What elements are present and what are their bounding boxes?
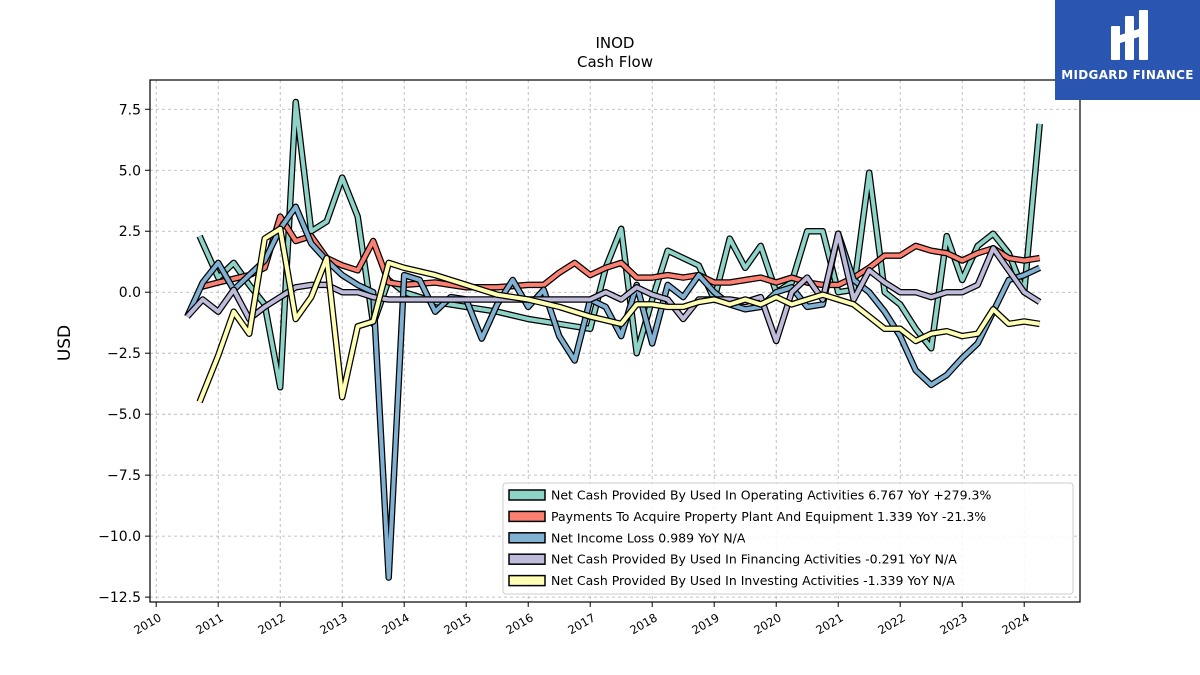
y-tick-label: 0.0 xyxy=(119,285,141,301)
legend-swatch-2 xyxy=(508,532,546,544)
series-line-1 xyxy=(199,214,1041,290)
x-tick-label: 2010 xyxy=(131,610,163,637)
x-tick-label: 2017 xyxy=(565,610,597,637)
y-tick-label: −10.0 xyxy=(98,529,141,545)
legend-label-3: Net Cash Provided By Used In Financing A… xyxy=(551,552,957,567)
y-tick-label: 7.5 xyxy=(119,102,141,118)
plot-area xyxy=(149,79,1081,603)
y-tick-label: 2.5 xyxy=(119,224,141,240)
logo-text: MIDGARD FINANCE xyxy=(1061,68,1194,82)
legend-label-1: Payments To Acquire Property Plant And E… xyxy=(551,509,986,524)
chart-subtitle: Cash Flow xyxy=(577,53,653,71)
x-tick-label: 2012 xyxy=(255,610,287,637)
series-line-4 xyxy=(197,226,1041,403)
x-tick-label: 2020 xyxy=(751,610,783,637)
midgard-finance-logo: MIDGARD FINANCE xyxy=(1055,0,1200,100)
legend: Net Cash Provided By Used In Operating A… xyxy=(502,482,1074,595)
x-tick-label: 2014 xyxy=(379,610,411,637)
y-tick-label: −5.0 xyxy=(107,407,141,423)
x-tick-label: 2016 xyxy=(503,610,535,637)
x-tick-label: 2013 xyxy=(317,610,349,637)
y-tick-label: −7.5 xyxy=(107,468,141,484)
legend-swatch-0 xyxy=(508,489,546,501)
x-tick-label: 2018 xyxy=(627,610,659,637)
y-tick-label: 5.0 xyxy=(119,163,141,179)
legend-swatch-4 xyxy=(508,574,546,587)
legend-label-4: Net Cash Provided By Used In Investing A… xyxy=(551,573,955,588)
x-tick-label: 2021 xyxy=(813,610,845,637)
logo-mark-icon xyxy=(1111,10,1148,60)
x-tick-label: 2022 xyxy=(875,610,907,637)
y-axis-label: USD xyxy=(55,325,75,361)
legend-label-0: Net Cash Provided By Used In Operating A… xyxy=(551,488,991,503)
x-tick-label: 2019 xyxy=(689,610,721,637)
x-tick-label: 2024 xyxy=(999,610,1031,637)
chart-title: INOD xyxy=(595,34,634,52)
series-lines xyxy=(184,98,1043,581)
x-tick-label: 2023 xyxy=(937,610,969,637)
legend-swatch-1 xyxy=(508,510,546,523)
legend-label-2: Net Income Loss 0.989 YoY N/A xyxy=(551,530,746,545)
legend-swatch-3 xyxy=(508,553,546,565)
x-tick-label: 2011 xyxy=(193,610,225,637)
x-tick-label: 2015 xyxy=(441,610,473,637)
y-tick-label: −2.5 xyxy=(107,346,141,362)
series-line-0 xyxy=(197,100,1042,390)
y-tick-label: −12.5 xyxy=(98,590,141,606)
legend-box xyxy=(502,482,1074,595)
